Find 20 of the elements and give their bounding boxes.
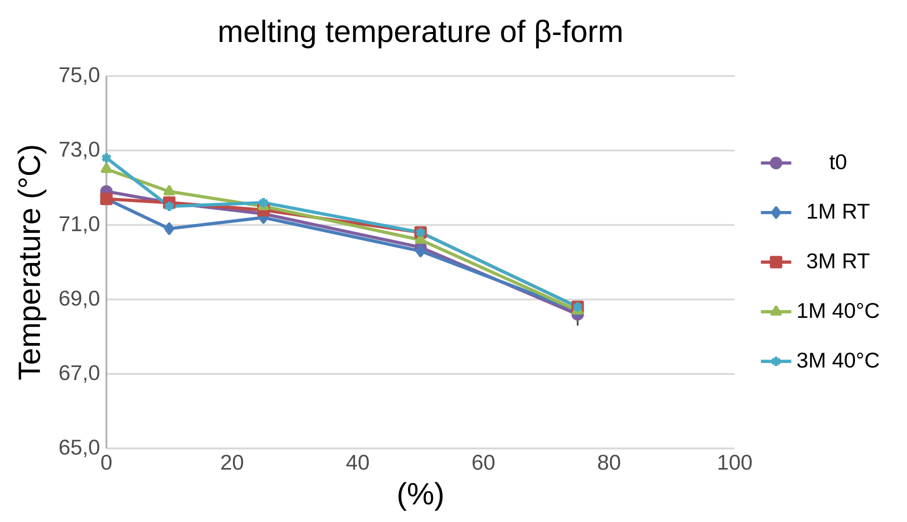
y-tick-label: 73,0 <box>60 142 100 160</box>
y-tick-label: 69,0 <box>60 290 100 308</box>
y-tick-label: 67,0 <box>60 365 100 383</box>
legend-label: 3M RT <box>807 253 870 268</box>
x-tick-label: 60 <box>472 454 494 470</box>
x-axis-title: (%) <box>398 482 443 511</box>
legend-label: 3M 40°C <box>797 352 879 368</box>
y-tick-label: 71,0 <box>60 216 100 234</box>
x-tick-label: 100 <box>718 454 752 470</box>
x-tick-label: 0 <box>101 454 112 470</box>
legend-label: 1M RT <box>808 204 870 219</box>
x-tick-label: 80 <box>598 454 620 470</box>
chart-title: melting temperature of β-form <box>220 20 622 48</box>
y-tick-label: 65,0 <box>60 440 100 458</box>
x-tick-label: 40 <box>346 454 369 470</box>
legend-label: 1M 40°C <box>798 303 879 318</box>
y-axis-title: Temperature (°C) <box>18 146 46 380</box>
legend-label: t0 <box>830 154 846 170</box>
x-tick-label: 20 <box>221 454 244 470</box>
y-tick-label: 75,0 <box>60 67 100 85</box>
